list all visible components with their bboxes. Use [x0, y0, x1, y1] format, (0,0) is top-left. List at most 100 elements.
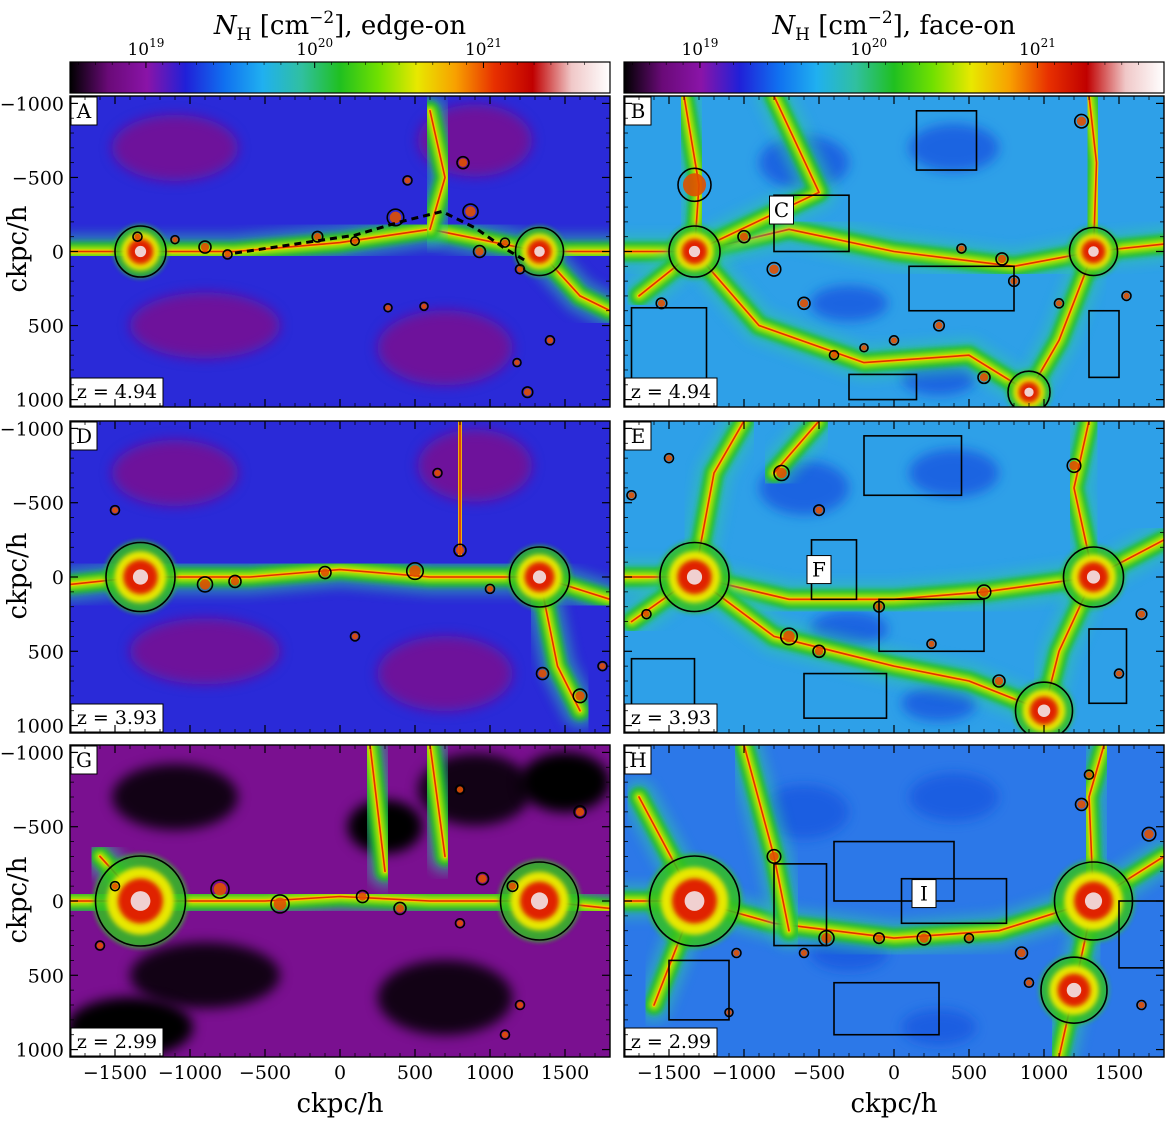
panel-D: [70, 421, 610, 733]
halo-core: [224, 251, 231, 258]
region-box: [1118, 900, 1164, 969]
halo-core: [733, 949, 740, 957]
halo-core: [1144, 829, 1154, 839]
halo-core: [273, 897, 287, 911]
halo-circle: [641, 608, 652, 620]
halo-circle: [386, 208, 405, 227]
halo-core: [538, 669, 547, 678]
region-box: [848, 373, 918, 401]
halo-circle: [1121, 290, 1132, 302]
x-tick-label: −1500: [637, 1062, 701, 1084]
halo-circle: [419, 301, 429, 312]
node-virial-circle: [514, 226, 565, 277]
redshift-label: z = 4.94: [77, 381, 157, 403]
region-box: [915, 110, 978, 171]
halo-circle: [132, 231, 143, 242]
redshift-label: z = 2.99: [631, 1031, 711, 1053]
halo-core: [800, 949, 808, 957]
region-box: [1088, 628, 1128, 705]
y-tick-label: 500: [28, 965, 64, 987]
halo-core: [351, 633, 359, 640]
node-virial-circle: [105, 541, 176, 613]
halos: [132, 155, 556, 399]
y-tick-label: 500: [28, 316, 64, 338]
colorbar-tick-label: 1019: [681, 36, 718, 60]
panel-letter-badge: [70, 745, 98, 775]
halo-core: [643, 610, 650, 618]
box-label-badge: [806, 555, 832, 585]
halo-core: [501, 239, 509, 246]
halo-core: [199, 579, 211, 590]
halo-circle: [512, 357, 522, 368]
column-title-face-on: NH [cm−2], face-on: [771, 8, 1015, 45]
nodes: [93, 853, 581, 949]
filament: [693, 96, 820, 253]
box-label-text: F: [812, 558, 826, 582]
halo-core: [657, 299, 666, 308]
halo-circle: [405, 562, 425, 581]
node-center: [130, 891, 151, 911]
halo-core: [1137, 610, 1146, 618]
node-center: [132, 569, 149, 585]
halo-core: [516, 1001, 524, 1009]
region-box: [878, 598, 985, 653]
halo-circle: [456, 155, 470, 170]
panel-H: I: [624, 745, 1164, 1057]
halo-circle: [475, 871, 490, 886]
halo-circle: [1066, 458, 1082, 474]
filament: [1088, 96, 1098, 253]
halo-core: [1076, 116, 1087, 126]
halo-circle: [402, 175, 413, 186]
colorbar-tick-label: 1021: [465, 36, 502, 60]
halo-core: [134, 233, 141, 240]
region-box: [833, 981, 940, 1036]
halo-core: [776, 467, 787, 479]
halo-core: [358, 892, 367, 901]
halo-circle: [270, 894, 290, 914]
halo-core: [111, 506, 119, 514]
halo-core: [769, 264, 779, 274]
x-tick-label: 0: [334, 1062, 346, 1084]
halo-core: [799, 299, 809, 308]
x-tick-label: 1000: [466, 1062, 514, 1084]
halo-circle: [432, 467, 443, 479]
halo-core: [523, 388, 532, 396]
halo-circle: [773, 464, 790, 482]
node-center: [532, 570, 547, 584]
node-center: [1086, 570, 1101, 584]
halo-circle: [737, 229, 751, 244]
halo-core: [514, 359, 520, 366]
halo-circle: [828, 349, 840, 361]
halo-circle: [454, 917, 466, 929]
y-tick-label: 500: [28, 641, 64, 663]
halo-core: [979, 587, 989, 597]
y-tick-label: 0: [52, 891, 64, 913]
node-virial-circle: [648, 855, 741, 947]
y-axis-label-row-1: ckpc/h: [3, 205, 33, 292]
halo-core: [458, 158, 468, 167]
nodes: [667, 224, 1119, 407]
box-label-badge: [769, 195, 794, 225]
node-virial-circle: [1014, 681, 1074, 733]
halo-core: [486, 585, 494, 593]
dashed-path: [234, 209, 529, 264]
y-tick-label: −500: [12, 167, 64, 189]
x-tick-label: 1500: [1095, 1062, 1143, 1084]
nodes: [104, 540, 571, 614]
node-virial-circle: [1007, 370, 1051, 407]
halo-core: [465, 206, 476, 217]
halo-circle: [926, 638, 937, 650]
x-tick-label: 0: [888, 1062, 900, 1084]
halo-circle: [499, 1029, 511, 1041]
halo-core: [1017, 948, 1026, 958]
halos: [94, 784, 587, 1041]
node-virial-circle: [499, 861, 580, 941]
y-tick-label: −500: [12, 493, 64, 515]
halo-circle: [454, 784, 466, 795]
filament: [773, 421, 820, 474]
region-box: [668, 959, 730, 1021]
panel-E: F: [624, 421, 1164, 733]
panel-letter-badge: [624, 745, 652, 775]
halo-core: [739, 232, 749, 241]
